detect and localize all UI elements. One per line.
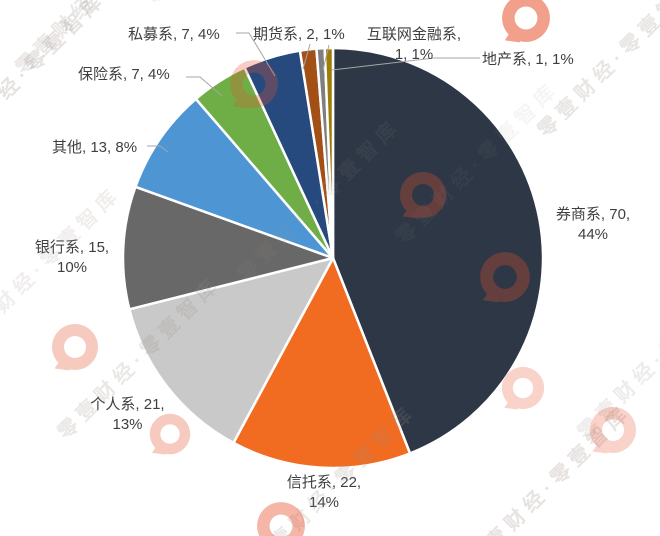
pie-slice-银行系 [121,185,335,311]
leader-line-私募系 [236,32,276,77]
leader-lines-group [147,32,480,153]
slice-label-line: 保险系, 7, 4% [78,66,170,83]
slice-label-line: 银行系, 15, [34,239,110,256]
slice-label-line: 私募系, 7, 4% [128,26,220,43]
pie-slice-信托系 [232,256,412,470]
slice-label-期货系: 期货系, 2, 1% [253,25,345,45]
slice-label-line: 期货系, 2, 1% [253,26,345,43]
slice-label-line: 地产系, 1, 1% [482,51,574,68]
slice-label-line: 14% [308,494,340,511]
slice-label-地产系: 地产系, 1, 1% [482,50,574,70]
slice-label-券商系: 券商系, 70, 44% [545,205,641,245]
leader-line-保险系 [186,76,223,97]
slice-label-line: 券商系, 70, [555,206,631,223]
slice-label-个人系: 个人系, 21, 13% [80,395,175,435]
leader-line-互联网金融系 [322,44,330,71]
leader-line-地产系 [331,57,480,71]
pie-slice-券商系 [331,46,545,455]
slice-label-信托系: 信托系, 22, 14% [272,473,376,513]
slice-label-line: 13% [112,416,143,433]
slice-label-line: 10% [56,259,88,276]
leader-line-期货系 [302,43,311,70]
slice-label-line: 个人系, 21, [90,396,165,413]
slice-label-line: 1, 1% [394,46,434,63]
leader-line-其他 [147,145,169,153]
pie-slice-地产系 [323,46,335,260]
slice-label-互联网金融系: 互联网金融系, 1, 1% [351,25,477,65]
slice-label-line: 44% [577,226,609,243]
pie-slice-个人系 [128,256,335,445]
pie-slices-group [121,46,545,470]
slice-label-私募系: 私募系, 7, 4% [128,25,220,45]
slice-label-line: 互联网金融系, [366,26,462,43]
pie-slice-其他 [134,97,335,260]
slice-label-保险系: 保险系, 7, 4% [78,65,170,85]
slice-label-银行系: 银行系, 15, 10% [26,238,118,278]
slice-label-line: 其他, 13, 8% [52,139,138,156]
slice-label-其他: 其他, 13, 8% [52,138,137,158]
slice-label-line: 信托系, 22, [286,474,362,491]
